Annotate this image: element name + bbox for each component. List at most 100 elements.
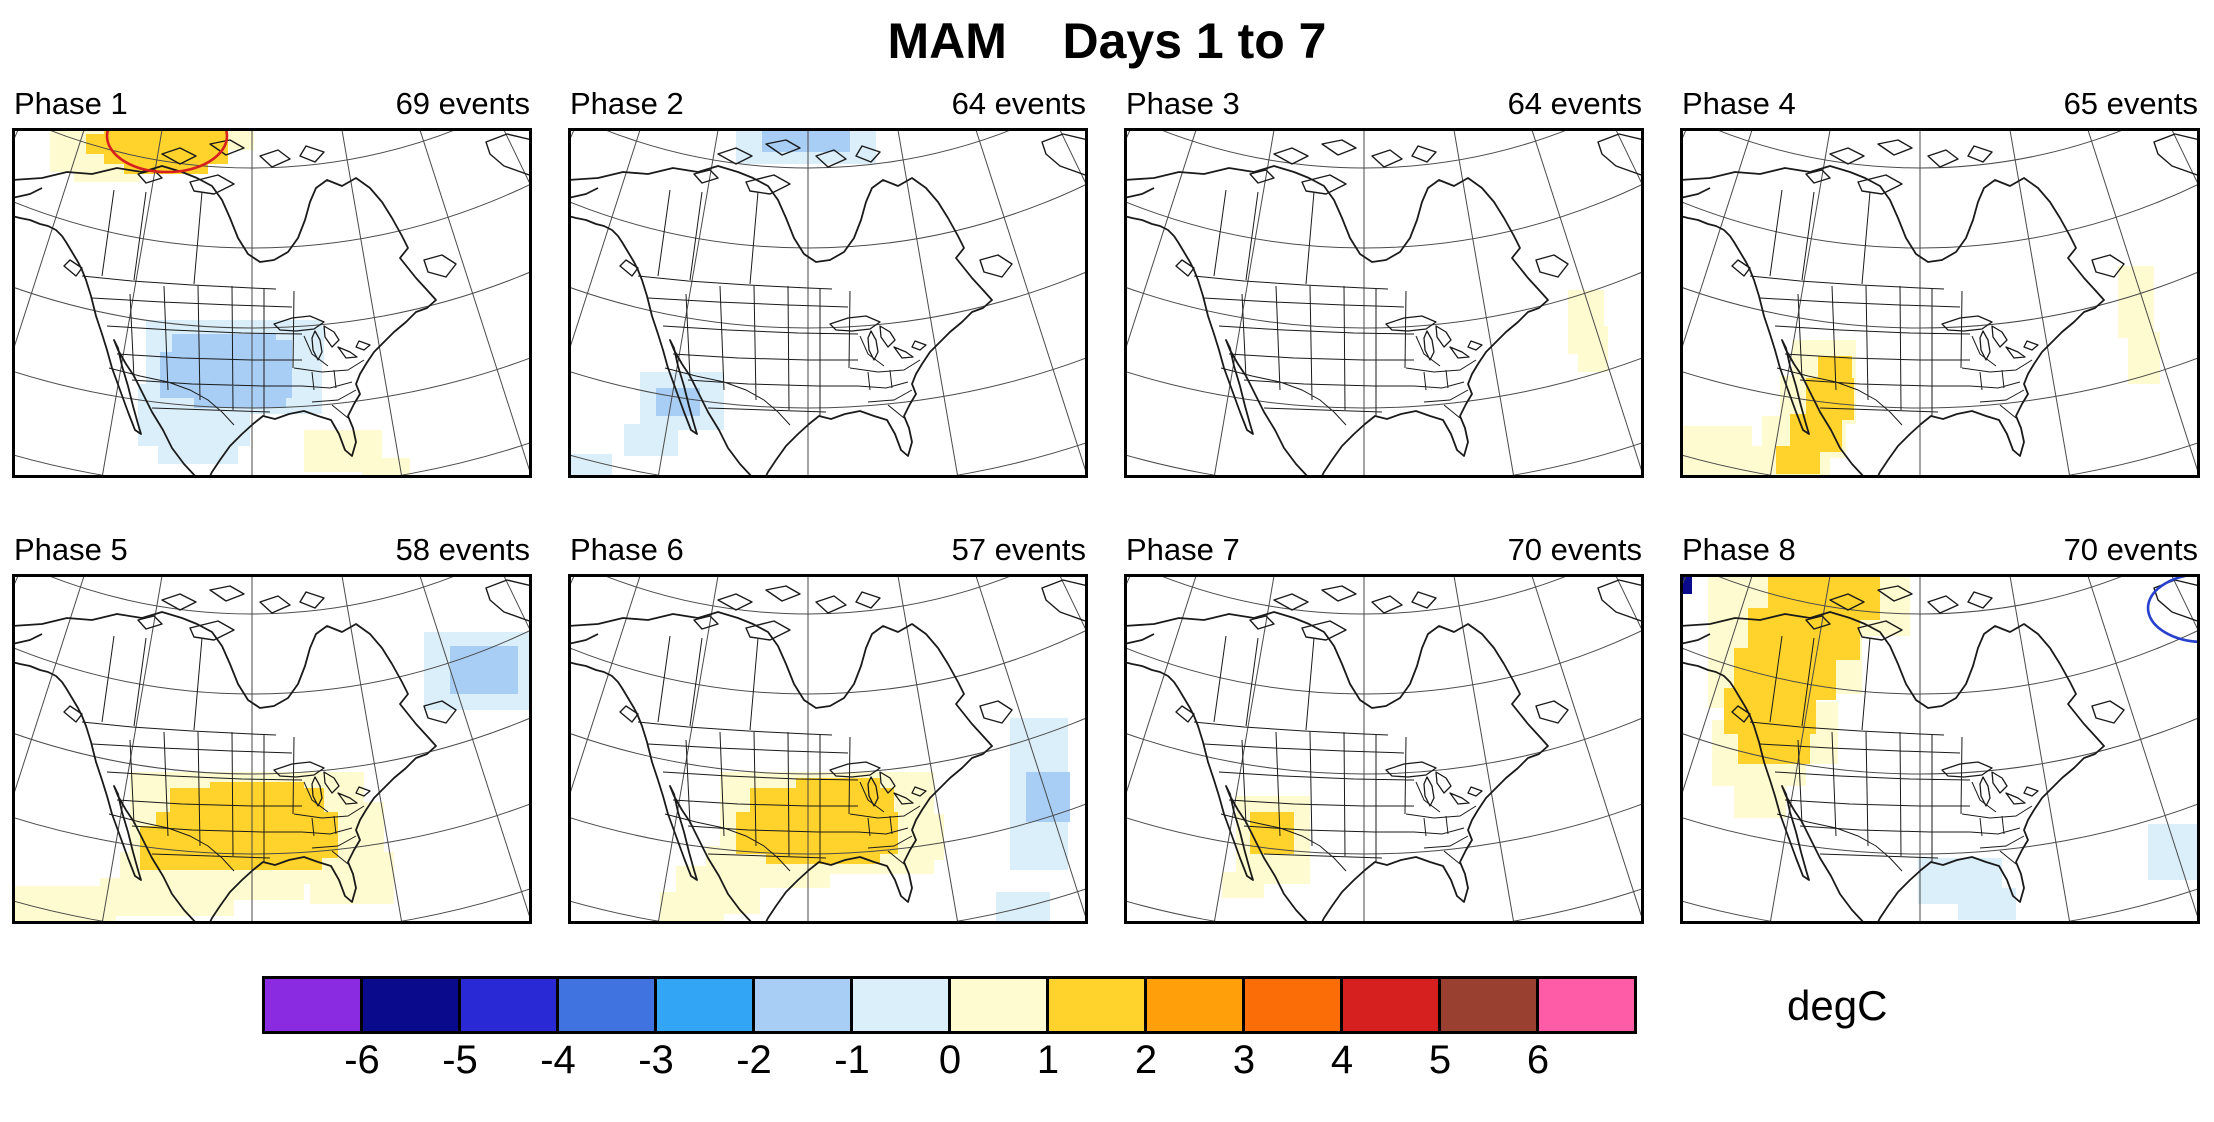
colorbar-segment (1245, 979, 1343, 1031)
anomaly-patch (762, 128, 850, 152)
anomaly-patch (996, 892, 1050, 924)
anomaly-patch (1734, 770, 1786, 818)
events-count: 70 events (1507, 532, 1642, 567)
map-phase-2 (568, 128, 1088, 478)
panel-phase-2: Phase 2 64 events (568, 86, 1088, 478)
colorbar-units-label: degC (1787, 982, 1888, 1029)
anomaly-patch (2128, 332, 2160, 384)
colorbar-tick-label: -1 (834, 1038, 870, 1082)
panel-header: Phase 5 58 events (12, 532, 532, 574)
colorbar-segment (1147, 979, 1245, 1031)
phase-label: Phase 6 (570, 532, 684, 567)
panel-frame (1680, 128, 2200, 478)
figure-title: MAM Days 1 to 7 (887, 13, 1327, 69)
map-phase-4 (1680, 128, 2200, 478)
anomaly-patch (1776, 446, 1820, 474)
colorbar (262, 976, 1637, 1034)
panel-frame (1124, 574, 1644, 924)
colorbar-tick-label: 4 (1330, 1038, 1354, 1082)
map-phase-8 (1680, 574, 2200, 924)
phase-label: Phase 2 (570, 86, 684, 121)
map-phase-5 (12, 574, 532, 924)
anomaly-patch (210, 782, 304, 804)
panel-phase-7: Phase 7 70 events (1124, 532, 1644, 924)
map-phase-7 (1124, 574, 1644, 924)
panel-header: Phase 8 70 events (1680, 532, 2200, 574)
events-count: 57 events (951, 532, 1086, 567)
phase-label: Phase 8 (1682, 532, 1796, 567)
phase-label: Phase 5 (14, 532, 128, 567)
colorbar-segment (265, 979, 363, 1031)
colorbar-segment (951, 979, 1049, 1031)
anomaly-patch (1026, 772, 1070, 822)
colorbar-tick-label: 3 (1232, 1038, 1256, 1082)
panel-phase-8: Phase 8 70 events (1680, 532, 2200, 924)
colorbar-segment (1343, 979, 1441, 1031)
colorbar-tick-label: 5 (1428, 1038, 1452, 1082)
anomaly-patch (1578, 326, 1608, 372)
anomaly-patch (450, 646, 518, 694)
colorbar-tick-labels: -6 -5 -4 -3 -2 -1 0 1 2 3 4 5 6 (262, 1038, 1637, 1092)
colorbar-tick-label: -4 (540, 1038, 576, 1082)
colorbar-segment (559, 979, 657, 1031)
map-phase-6 (568, 574, 1088, 924)
events-count: 64 events (1507, 86, 1642, 121)
panel-phase-6: Phase 6 57 events (568, 532, 1088, 924)
colorbar-tick-label: -2 (736, 1038, 772, 1082)
panel-phase-3: Phase 3 64 events (1124, 86, 1644, 478)
colorbar-segment (363, 979, 461, 1031)
colorbar-segment (461, 979, 559, 1031)
colorbar-tick-label: 2 (1134, 1038, 1158, 1082)
panel-phase-1: Phase 1 69 events (12, 86, 532, 478)
panel-frame (568, 128, 1088, 478)
colorbar-segment (1539, 979, 1634, 1031)
panel-header: Phase 3 64 events (1124, 86, 1644, 128)
colorbar-tick-label: 1 (1036, 1038, 1060, 1082)
colorbar-tick-label: -5 (442, 1038, 478, 1082)
panel-header: Phase 6 57 events (568, 532, 1088, 574)
colorbar-segment (755, 979, 853, 1031)
colorbar-segment (1441, 979, 1539, 1031)
panel-header: Phase 1 69 events (12, 86, 532, 128)
map-phase-1 (12, 128, 532, 478)
colorbar-segment (853, 979, 951, 1031)
panel-frame (1124, 128, 1644, 478)
colorbar-tick-label: -3 (638, 1038, 674, 1082)
events-count: 64 events (951, 86, 1086, 121)
anomaly-patch (896, 814, 944, 860)
events-count: 69 events (395, 86, 530, 121)
panel-phase-5: Phase 5 58 events (12, 532, 532, 924)
significance-contour (105, 128, 229, 174)
colorbar-section: -6 -5 -4 -3 -2 -1 0 1 2 3 4 5 6 degC (262, 976, 2214, 1092)
colorbar-tick-label: 6 (1526, 1038, 1550, 1082)
phase-label: Phase 7 (1126, 532, 1240, 567)
anomaly-patch (362, 458, 410, 476)
phase-label: Phase 4 (1682, 86, 1796, 121)
panel-frame (12, 128, 532, 478)
panel-header: Phase 7 70 events (1124, 532, 1644, 574)
colorbar-tick-label: 0 (938, 1038, 962, 1082)
colorbar-segment (657, 979, 755, 1031)
significance-contour (2146, 574, 2200, 644)
phase-label: Phase 1 (14, 86, 128, 121)
anomaly-patch (1958, 888, 2016, 920)
anomaly-patch (660, 892, 724, 924)
panel-phase-4: Phase 4 65 events (1680, 86, 2200, 478)
events-count: 58 events (395, 532, 530, 567)
panel-frame (568, 574, 1088, 924)
anomaly-patch (2148, 824, 2200, 880)
anomaly-patch (2118, 266, 2154, 338)
panel-header: Phase 4 65 events (1680, 86, 2200, 128)
panel-header: Phase 2 64 events (568, 86, 1088, 128)
phase-label: Phase 3 (1126, 86, 1240, 121)
anomaly-patch (194, 376, 286, 408)
anomaly-patch (766, 836, 880, 864)
anomaly-patch (656, 388, 700, 416)
anomaly-patch (568, 454, 612, 478)
anomaly-patch (1250, 812, 1294, 854)
map-phase-3 (1124, 128, 1644, 478)
panel-frame (12, 574, 532, 924)
anomaly-patch (624, 424, 678, 456)
panel-grid: Phase 1 69 events Phase 2 64 events Phas… (0, 70, 2214, 924)
